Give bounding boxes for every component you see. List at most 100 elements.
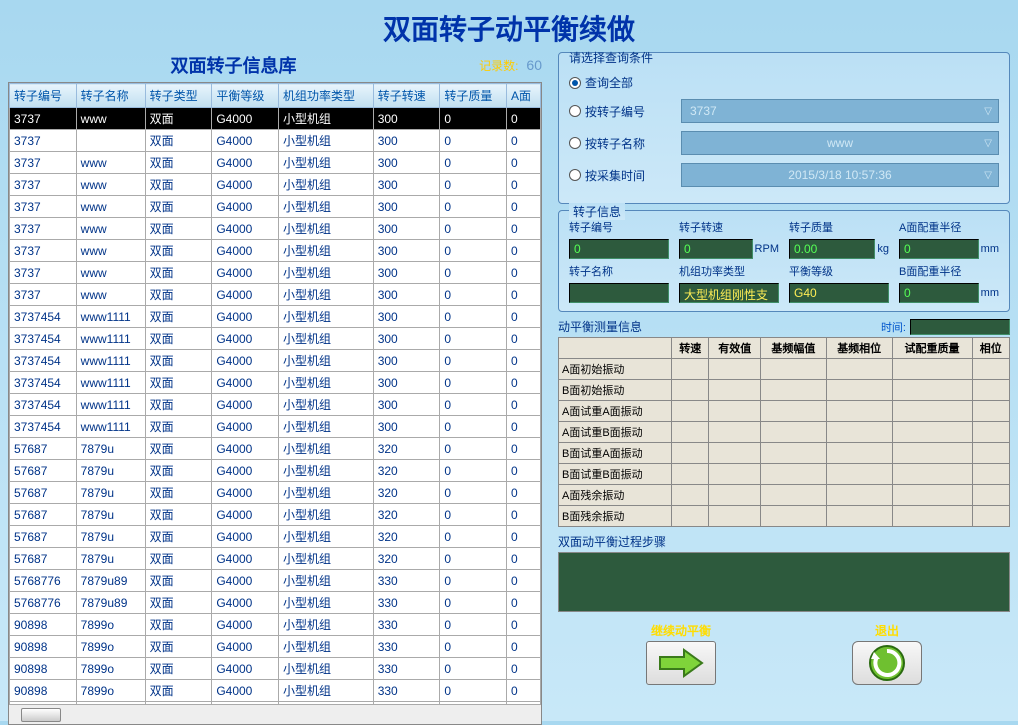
- field-grade[interactable]: G40: [789, 283, 889, 303]
- field-rb[interactable]: 0: [899, 283, 979, 303]
- column-header[interactable]: 转子编号: [10, 84, 77, 108]
- table-cell: 3737: [10, 130, 77, 152]
- table-row[interactable]: 3737454www1111双面G4000小型机组30000: [10, 372, 541, 394]
- table-cell: 双面: [145, 284, 212, 306]
- combo-code[interactable]: 3737▽: [681, 99, 999, 123]
- meas-row[interactable]: B面试重B面振动: [559, 464, 1010, 485]
- table-row[interactable]: 3737www双面G4000小型机组30000: [10, 284, 541, 306]
- meas-row[interactable]: B面初始振动: [559, 380, 1010, 401]
- field-code[interactable]: 0: [569, 239, 669, 259]
- table-row[interactable]: 576877879u双面G4000小型机组32000: [10, 482, 541, 504]
- meas-row[interactable]: A面残余振动: [559, 485, 1010, 506]
- table-cell: 双面: [145, 240, 212, 262]
- combo-time[interactable]: 2015/3/18 10:57:36▽: [681, 163, 999, 187]
- column-header[interactable]: 平衡等级: [212, 84, 279, 108]
- table-cell: 330: [373, 592, 440, 614]
- meas-row[interactable]: B面残余振动: [559, 506, 1010, 527]
- table-cell: 330: [373, 614, 440, 636]
- table-cell: 7899o: [76, 658, 145, 680]
- radio-code[interactable]: 按转子编号: [569, 103, 669, 120]
- table-row[interactable]: 3737双面G4000小型机组30000: [10, 130, 541, 152]
- field-power[interactable]: 大型机组刚性支: [679, 283, 779, 303]
- meas-row[interactable]: A面试重A面振动: [559, 401, 1010, 422]
- table-row[interactable]: 3737www双面G4000小型机组30000: [10, 240, 541, 262]
- table-row[interactable]: 908987899o双面G4000小型机组33000: [10, 658, 541, 680]
- table-cell: G4000: [212, 174, 279, 196]
- meas-col: 基频相位: [826, 338, 892, 359]
- table-cell: G4000: [212, 416, 279, 438]
- table-row[interactable]: 57687767879u89双面G4000小型机组33000: [10, 570, 541, 592]
- measurement-table[interactable]: 转速有效值基频幅值基频相位试配重质量相位 A面初始振动B面初始振动A面试重A面振…: [558, 337, 1010, 527]
- meas-row[interactable]: A面初始振动: [559, 359, 1010, 380]
- field-speed[interactable]: 0: [679, 239, 753, 259]
- meas-cell: [892, 464, 972, 485]
- table-row[interactable]: 3737www双面G4000小型机组30000: [10, 174, 541, 196]
- column-header[interactable]: A面: [507, 84, 541, 108]
- data-table[interactable]: 转子编号转子名称转子类型平衡等级机组功率类型转子转速转子质量A面 3737www…: [8, 82, 542, 725]
- table-cell: G4000: [212, 108, 279, 130]
- exit-button[interactable]: [852, 641, 922, 685]
- table-cell: 双面: [145, 372, 212, 394]
- meas-row[interactable]: B面试重A面振动: [559, 443, 1010, 464]
- column-header[interactable]: 转子类型: [145, 84, 212, 108]
- label-rb: B面配重半径: [899, 263, 999, 279]
- meas-row[interactable]: A面试重B面振动: [559, 422, 1010, 443]
- table-row[interactable]: 576877879u双面G4000小型机组32000: [10, 460, 541, 482]
- table-row[interactable]: 576877879u双面G4000小型机组32000: [10, 438, 541, 460]
- table-row[interactable]: 3737454www1111双面G4000小型机组30000: [10, 350, 541, 372]
- column-header[interactable]: 转子名称: [76, 84, 145, 108]
- table-cell: 300: [373, 196, 440, 218]
- combo-name[interactable]: www▽: [681, 131, 999, 155]
- radio-name[interactable]: 按转子名称: [569, 135, 669, 152]
- table-cell: 300: [373, 262, 440, 284]
- radio-time[interactable]: 按采集时间: [569, 167, 669, 184]
- table-row[interactable]: 576877879u双面G4000小型机组32000: [10, 526, 541, 548]
- field-name[interactable]: [569, 283, 669, 303]
- table-cell: 0: [507, 592, 541, 614]
- table-row[interactable]: 576877879u双面G4000小型机组32000: [10, 548, 541, 570]
- column-header[interactable]: 机组功率类型: [278, 84, 373, 108]
- horizontal-scrollbar[interactable]: [9, 704, 541, 724]
- table-row[interactable]: 908987899o双面G4000小型机组33000: [10, 636, 541, 658]
- table-row[interactable]: 3737www双面G4000小型机组30000: [10, 152, 541, 174]
- continue-button[interactable]: [646, 641, 716, 685]
- column-header[interactable]: 转子转速: [373, 84, 440, 108]
- table-row[interactable]: 57687767879u89双面G4000小型机组33000: [10, 592, 541, 614]
- table-cell: 57687: [10, 504, 77, 526]
- chevron-down-icon: ▽: [984, 138, 992, 149]
- radio-all[interactable]: 查询全部: [569, 74, 669, 91]
- refresh-icon: [868, 644, 906, 682]
- table-row[interactable]: 908987899o双面G4000小型机组33000: [10, 680, 541, 702]
- meas-cell: [972, 506, 1009, 527]
- table-cell: 0: [440, 372, 507, 394]
- table-cell: G4000: [212, 372, 279, 394]
- meas-cell: [672, 422, 709, 443]
- table-row[interactable]: 3737454www1111双面G4000小型机组30000: [10, 328, 541, 350]
- table-row[interactable]: 3737454www1111双面G4000小型机组30000: [10, 394, 541, 416]
- table-cell: www1111: [76, 350, 145, 372]
- table-cell: 双面: [145, 460, 212, 482]
- table-row[interactable]: 576877879u双面G4000小型机组32000: [10, 504, 541, 526]
- table-cell: 双面: [145, 350, 212, 372]
- table-row[interactable]: 3737www双面G4000小型机组30000: [10, 108, 541, 130]
- column-header[interactable]: 转子质量: [440, 84, 507, 108]
- field-ra[interactable]: 0: [899, 239, 979, 259]
- table-cell: 0: [507, 262, 541, 284]
- table-cell: G4000: [212, 482, 279, 504]
- table-cell: 3737454: [10, 350, 77, 372]
- radio-time-label: 按采集时间: [585, 167, 645, 184]
- table-cell: G4000: [212, 438, 279, 460]
- table-row[interactable]: 3737www双面G4000小型机组30000: [10, 196, 541, 218]
- table-row[interactable]: 3737454www1111双面G4000小型机组30000: [10, 306, 541, 328]
- table-cell: 330: [373, 658, 440, 680]
- table-row[interactable]: 3737www双面G4000小型机组30000: [10, 262, 541, 284]
- meas-cell: [761, 422, 827, 443]
- table-row[interactable]: 908987899o双面G4000小型机组33000: [10, 614, 541, 636]
- field-mass[interactable]: 0.00: [789, 239, 875, 259]
- table-cell: 双面: [145, 262, 212, 284]
- table-cell: 300: [373, 218, 440, 240]
- table-cell: G4000: [212, 614, 279, 636]
- table-cell: 双面: [145, 680, 212, 702]
- table-row[interactable]: 3737454www1111双面G4000小型机组30000: [10, 416, 541, 438]
- table-row[interactable]: 3737www双面G4000小型机组30000: [10, 218, 541, 240]
